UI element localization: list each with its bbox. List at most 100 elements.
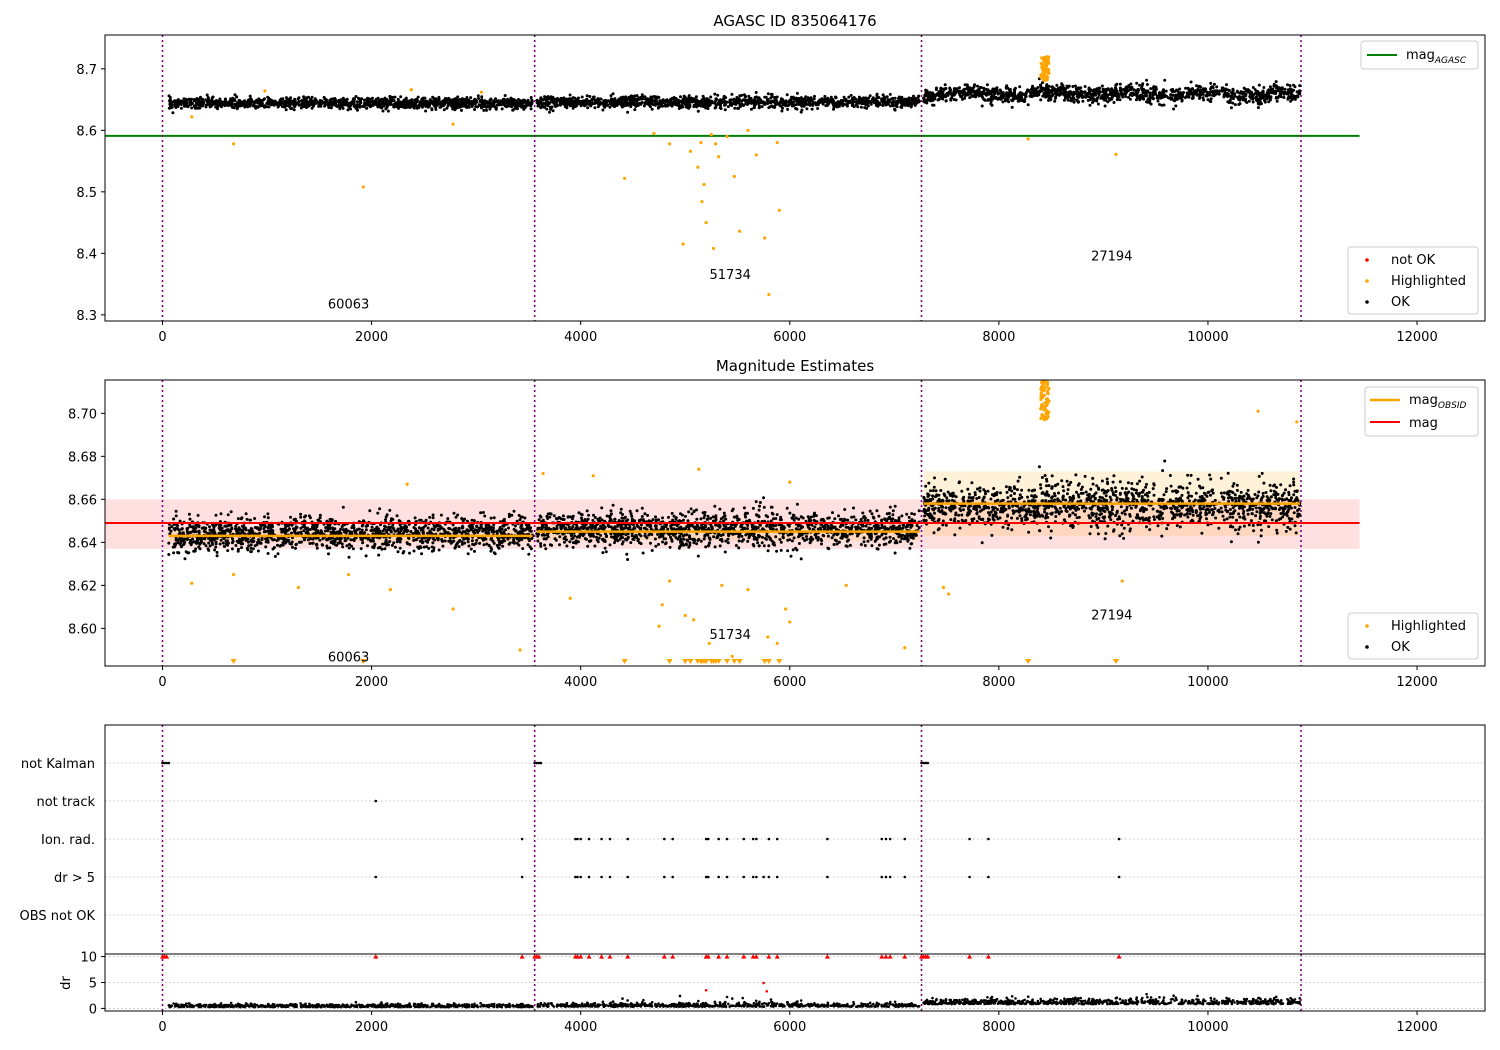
ok-point: [211, 102, 215, 106]
ok-point: [638, 97, 641, 101]
ok-point: [470, 524, 474, 528]
ok-point: [952, 93, 956, 97]
ok-point: [814, 101, 818, 105]
ok-point: [529, 102, 532, 106]
ok-point: [187, 551, 191, 555]
ok-point: [874, 99, 878, 103]
ok-point: [653, 103, 657, 107]
ok-point: [215, 550, 219, 554]
ok-point: [1003, 99, 1007, 103]
ok-point: [507, 103, 511, 107]
ok-point: [536, 100, 540, 104]
ok-point: [1037, 93, 1041, 97]
ok-point: [167, 94, 171, 98]
ok-point: [1114, 83, 1118, 87]
ok-point: [485, 108, 488, 112]
ok-point: [1198, 84, 1201, 88]
ok-point: [754, 91, 758, 94]
ok-point: [657, 105, 660, 109]
ok-point: [944, 93, 948, 97]
ok-point: [300, 99, 304, 103]
ok-point: [404, 98, 408, 102]
ok-point: [1043, 87, 1047, 91]
ok-point: [1109, 91, 1113, 95]
ok-point: [392, 99, 396, 102]
ok-point: [1237, 103, 1241, 106]
ok-point: [613, 105, 616, 109]
ok-point: [361, 104, 365, 108]
ok-point: [621, 97, 625, 101]
ok-point: [990, 103, 994, 107]
ok-point: [907, 96, 911, 100]
ok-point: [233, 99, 237, 103]
ok-point: [664, 98, 668, 102]
ok-point: [370, 528, 374, 532]
ok-point: [861, 98, 864, 102]
ok-point: [1151, 93, 1155, 97]
ok-point: [483, 104, 487, 108]
ok-point: [1097, 86, 1100, 90]
ok-point: [383, 524, 386, 528]
ok-point: [339, 527, 343, 531]
ok-point: [519, 524, 523, 528]
ok-point: [174, 509, 178, 513]
ok-point: [602, 100, 606, 104]
ok-point: [718, 102, 722, 106]
highlighted-point: [652, 131, 656, 136]
ok-point: [767, 106, 771, 110]
ok-point: [1060, 92, 1063, 96]
ok-point: [171, 111, 175, 115]
ok-point: [1249, 93, 1253, 97]
ok-point: [371, 104, 375, 107]
ok-point: [723, 95, 727, 99]
ok-point: [456, 95, 460, 99]
ok-point: [1148, 101, 1152, 105]
ok-point: [507, 100, 511, 104]
ok-point: [424, 109, 428, 113]
ok-point: [529, 107, 533, 111]
ok-point: [417, 106, 421, 110]
ok-point: [224, 97, 228, 101]
ok-point: [1254, 96, 1258, 100]
ok-point: [246, 548, 250, 552]
ok-point: [358, 105, 362, 109]
ok-point: [910, 99, 914, 103]
ok-point: [868, 94, 872, 98]
ok-point: [294, 542, 298, 546]
ok-point: [233, 93, 237, 97]
ok-point: [493, 552, 497, 556]
ok-point: [917, 94, 921, 98]
ok-point: [952, 98, 956, 101]
ok-point: [502, 103, 506, 106]
ok-point: [643, 101, 647, 105]
ok-point: [201, 97, 205, 101]
ok-point: [350, 100, 354, 104]
ok-point: [779, 104, 783, 108]
ok-point: [1045, 83, 1049, 87]
ok-point: [640, 93, 644, 97]
ok-point: [176, 104, 180, 108]
ok-point: [582, 99, 586, 103]
ok-point: [705, 97, 709, 101]
ok-point: [199, 95, 202, 99]
ok-point: [484, 531, 488, 535]
ok-point: [248, 101, 252, 105]
ok-point: [363, 101, 367, 105]
ok-point: [634, 102, 638, 106]
ok-point: [1262, 98, 1266, 102]
ok-point: [1293, 97, 1297, 101]
ok-point: [313, 98, 317, 102]
ok-point: [1013, 97, 1017, 100]
ok-point: [394, 104, 398, 108]
ok-point: [1172, 107, 1176, 111]
ok-point: [681, 105, 685, 109]
ok-point: [472, 543, 476, 547]
ok-point: [520, 527, 524, 531]
ok-point: [483, 514, 487, 518]
ok-point: [1071, 85, 1075, 88]
ok-point: [990, 89, 994, 93]
ok-point: [482, 543, 486, 547]
ok-point: [1262, 86, 1266, 89]
ok-point: [796, 100, 800, 104]
ok-point: [883, 96, 887, 100]
